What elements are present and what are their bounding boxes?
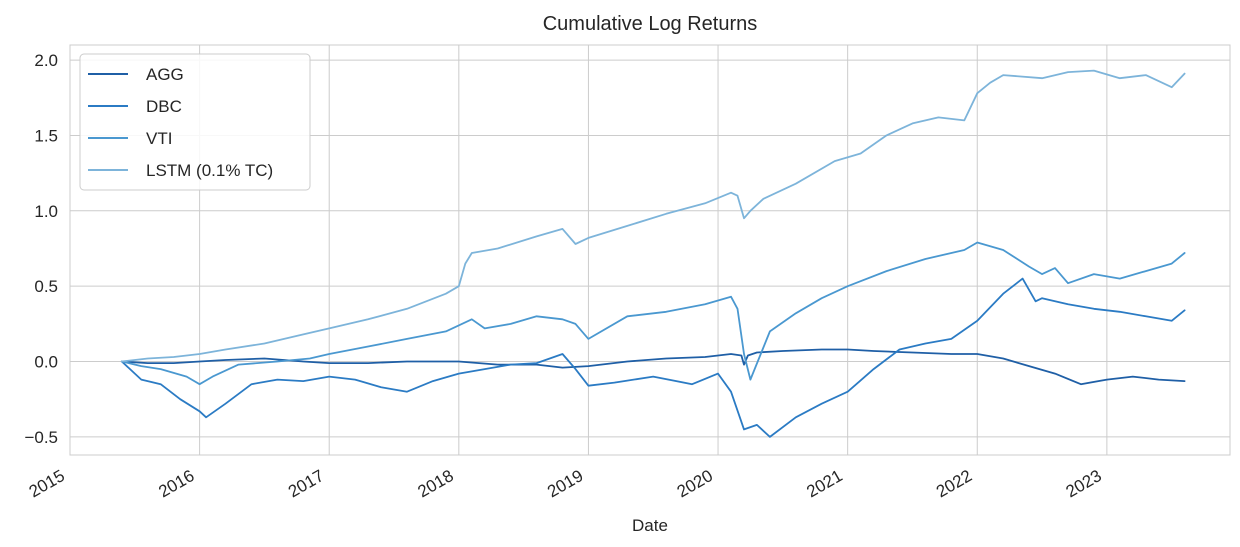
x-tick-label: 2019 — [544, 466, 586, 501]
legend-label: VTI — [146, 129, 172, 148]
x-tick-label: 2017 — [285, 466, 327, 501]
y-tick-label: 0.0 — [34, 353, 58, 372]
y-tick-label: 0.5 — [34, 277, 58, 296]
y-tick-label: −0.5 — [24, 428, 58, 447]
x-tick-label: 2020 — [674, 466, 716, 501]
x-tick-label: 2016 — [155, 466, 197, 501]
chart-title: Cumulative Log Returns — [543, 13, 758, 35]
legend-label: AGG — [146, 65, 184, 84]
legend: AGG DBC VTI LSTM (0.1% TC) — [79, 53, 311, 191]
x-axis-label: Date — [632, 516, 668, 535]
legend-label: DBC — [146, 97, 182, 116]
y-tick-labels: −0.5 0.0 0.5 1.0 1.5 2.0 — [24, 51, 58, 447]
series-line-agg — [120, 348, 1186, 386]
grid-lines — [70, 45, 1230, 455]
series-line-dbc — [120, 277, 1186, 438]
legend-box — [79, 53, 311, 191]
x-tick-label: 2023 — [1063, 466, 1105, 501]
x-tick-label: 2022 — [933, 466, 975, 501]
y-tick-label: 2.0 — [34, 51, 58, 70]
legend-label: LSTM (0.1% TC) — [146, 161, 273, 180]
series-lines — [120, 69, 1186, 438]
series-line-lstm-0-1-tc — [120, 69, 1186, 363]
x-tick-label: 2018 — [415, 466, 457, 501]
x-tick-label: 2021 — [803, 466, 845, 501]
y-tick-label: 1.5 — [34, 126, 58, 145]
y-tick-label: 1.0 — [34, 202, 58, 221]
series-line-vti — [120, 241, 1186, 386]
x-tick-labels: 2015 2016 2017 2018 2019 2020 2021 2022 2023 — [26, 466, 1105, 501]
x-tick-label: 2015 — [26, 466, 68, 501]
